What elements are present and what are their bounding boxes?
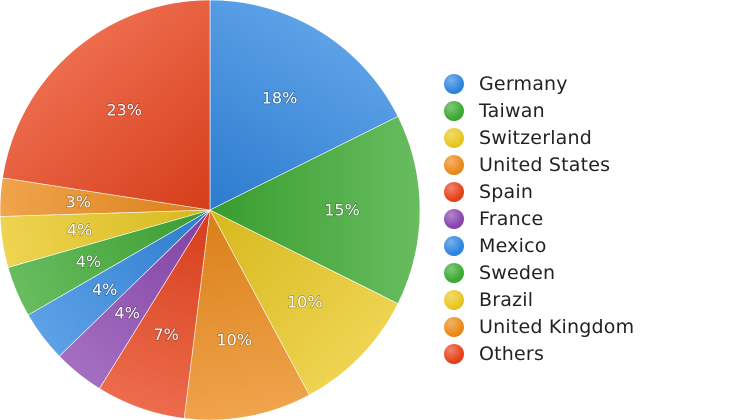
pie-slices	[0, 0, 421, 420]
pie-slice-label-spain: 7%	[153, 325, 178, 344]
legend-label-sweden: Sweden	[479, 261, 556, 284]
legend-label-united-states: United States	[479, 153, 611, 176]
pie-slice-others	[2, 0, 211, 211]
legend-item-brazil: Brazil	[444, 286, 634, 313]
legend-item-united-states: United States	[444, 151, 634, 178]
legend-item-sweden: Sweden	[444, 259, 634, 286]
pie-slice-label-others: 23%	[106, 100, 142, 119]
legend-swatch-mexico	[444, 235, 464, 256]
legend-item-taiwan: Taiwan	[444, 97, 634, 124]
legend-swatch-germany	[444, 73, 464, 94]
legend-label-germany: Germany	[479, 72, 568, 95]
legend-swatch-switzerland	[444, 127, 464, 148]
legend-label-switzerland: Switzerland	[479, 126, 593, 149]
pie-slice-label-sweden: 4%	[76, 252, 101, 271]
legend-label-others: Others	[479, 342, 545, 365]
legend-label-france: France	[479, 207, 544, 230]
legend-swatch-brazil	[444, 289, 464, 310]
pie-slice-switzerland	[209, 209, 399, 396]
pie-slice-germany	[209, 0, 399, 211]
legend-label-spain: Spain	[479, 180, 534, 203]
pie-slice-label-united-states: 10%	[216, 330, 252, 349]
pie-slice-taiwan	[209, 115, 421, 305]
legend-swatch-spain	[444, 181, 464, 202]
pie-slice-label-united-kingdom: 3%	[66, 192, 91, 211]
pie-slice-label-switzerland: 10%	[287, 292, 323, 311]
pie-slice-label-germany: 18%	[262, 88, 298, 107]
pie-slice-label-mexico: 4%	[92, 280, 117, 299]
legend-item-france: France	[444, 205, 634, 232]
legend-item-spain: Spain	[444, 178, 634, 205]
chart-legend: Germany Taiwan Switzerland United States Spa…	[444, 70, 634, 367]
pie-slice-label-brazil: 4%	[67, 221, 92, 240]
legend-label-united-kingdom: United Kingdom	[479, 315, 635, 338]
pie-slice-labels: 18% 15% 10% 10% 7% 4% 4% 4% 4% 3% 23%	[65, 88, 360, 350]
legend-swatch-sweden	[444, 262, 464, 283]
pie-slice-label-france: 4%	[115, 303, 140, 322]
legend-swatch-united-kingdom	[444, 316, 464, 337]
legend-swatch-united-states	[444, 154, 464, 175]
legend-label-brazil: Brazil	[479, 288, 534, 311]
legend-swatch-france	[444, 208, 464, 229]
legend-item-united-kingdom: United Kingdom	[444, 313, 634, 340]
legend-swatch-taiwan	[444, 100, 464, 121]
legend-item-germany: Germany	[444, 70, 634, 97]
pie-slice-united-states	[183, 209, 310, 420]
legend-item-mexico: Mexico	[444, 232, 634, 259]
legend-item-others: Others	[444, 340, 634, 367]
legend-swatch-others	[444, 343, 464, 364]
legend-item-switzerland: Switzerland	[444, 124, 634, 151]
pie-slice-label-taiwan: 15%	[324, 201, 360, 220]
legend-label-taiwan: Taiwan	[479, 99, 545, 122]
legend-label-mexico: Mexico	[479, 234, 547, 257]
